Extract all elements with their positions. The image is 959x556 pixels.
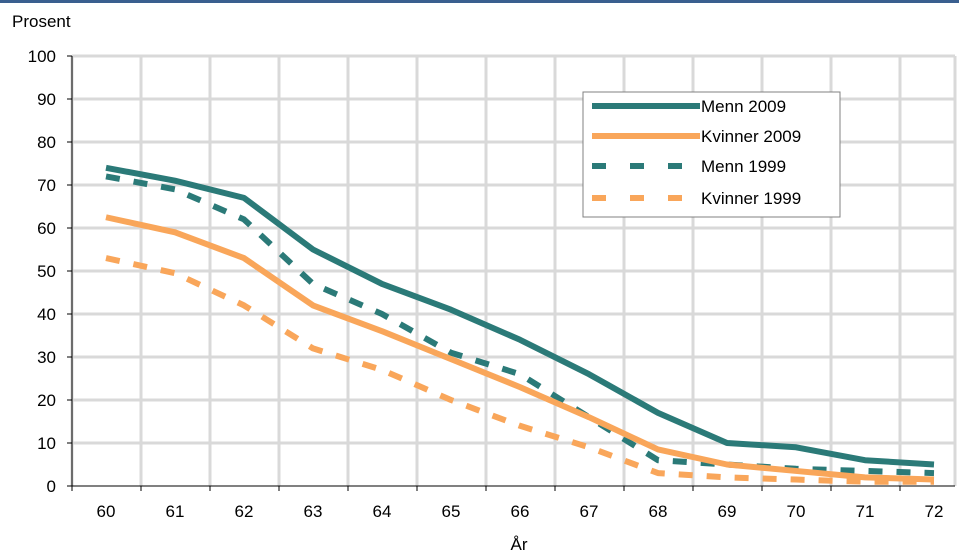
x-tick-label: 64: [373, 502, 392, 521]
y-tick-label: 90: [37, 90, 56, 109]
y-tick-label: 50: [37, 262, 56, 281]
legend-label-3: Kvinner 1999: [701, 189, 801, 208]
x-tick-labels: 60 61 62 63 64 65 66 67 68 69 70 71 72: [97, 502, 944, 521]
x-tick-label: 63: [304, 502, 323, 521]
y-axis-title: Prosent: [12, 12, 71, 31]
x-tick-label: 69: [718, 502, 737, 521]
x-tick-label: 66: [511, 502, 530, 521]
y-tick-label: 10: [37, 434, 56, 453]
y-tick-label: 80: [37, 133, 56, 152]
x-tick-label: 71: [856, 502, 875, 521]
legend-label-2: Menn 1999: [701, 157, 786, 176]
x-tick-label: 68: [649, 502, 668, 521]
y-tick-label: 40: [37, 305, 56, 324]
y-tick-label: 20: [37, 391, 56, 410]
legend-label-0: Menn 2009: [701, 97, 786, 116]
y-tick-label: 100: [28, 47, 56, 66]
x-tick-label: 60: [97, 502, 116, 521]
x-tick-label: 62: [235, 502, 254, 521]
x-tick-label: 65: [442, 502, 461, 521]
y-tick-label: 0: [47, 477, 56, 496]
x-tick-label: 72: [925, 502, 944, 521]
series-line-1: [106, 217, 934, 479]
legend: Menn 2009 Kvinner 2009 Menn 1999 Kvinner 19…: [583, 92, 840, 217]
x-tick-label: 61: [166, 502, 185, 521]
x-tick-label: 70: [787, 502, 806, 521]
y-tick-labels: 0 10 20 30 40 50 60 70 80 90 100: [28, 47, 56, 496]
y-tick-label: 30: [37, 348, 56, 367]
y-tick-label: 60: [37, 219, 56, 238]
x-tick-label: 67: [580, 502, 599, 521]
y-tick-label: 70: [37, 176, 56, 195]
x-axis-title: År: [511, 535, 528, 554]
legend-label-1: Kvinner 2009: [701, 127, 801, 146]
